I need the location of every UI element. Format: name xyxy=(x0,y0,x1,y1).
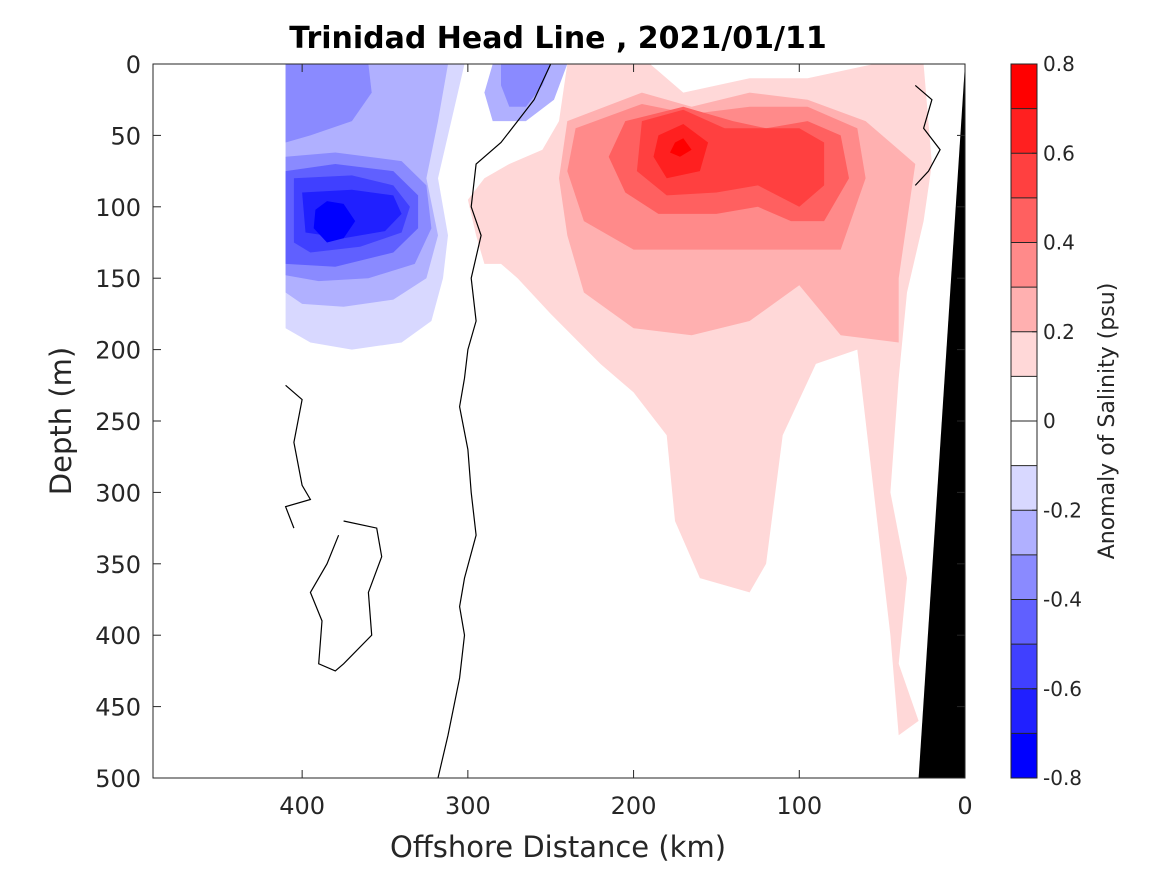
zero-contour-line-1 xyxy=(437,63,552,779)
plot-area xyxy=(152,63,966,779)
bathymetry-layer xyxy=(918,64,965,778)
colorbar-tick-label: -0.6 xyxy=(1043,677,1082,701)
colorbar-level-3 xyxy=(1011,153,1037,198)
colorbar-tick-label: 0.2 xyxy=(1043,320,1075,344)
colorbar-level-1 xyxy=(1011,64,1037,109)
y-axis-ticks: 0 50 100 150 200 250 300 350 400 450 500 xyxy=(95,51,965,793)
colorbar-level-8 xyxy=(1011,376,1037,421)
y-axis-label: Depth (m) xyxy=(44,347,78,495)
colorbar-level-9 xyxy=(1011,421,1037,466)
y-tick-label: 50 xyxy=(110,122,141,150)
y-tick-label: 500 xyxy=(95,765,141,793)
colorbar-tick-label: 0.6 xyxy=(1043,141,1075,165)
colorbar-level-15 xyxy=(1011,688,1037,734)
colorbar-level-13 xyxy=(1011,599,1037,645)
contour-fills xyxy=(285,64,932,736)
contour-region-neg-3 xyxy=(285,64,372,143)
colorbar-level-5 xyxy=(1011,242,1037,288)
contour-region-neg-7 xyxy=(313,201,356,243)
colorbar-tick-label: -0.8 xyxy=(1043,766,1082,790)
colorbar-level-7 xyxy=(1011,331,1037,377)
colorbar-tick-label: 0.4 xyxy=(1043,231,1075,255)
colorbar-tick-label: 0 xyxy=(1043,409,1056,433)
zero-contour-line-3 xyxy=(309,520,383,672)
bathymetry xyxy=(918,64,965,778)
chart-title: Trinidad Head Line , 2021/01/11 xyxy=(289,21,826,56)
x-tick-label: 0 xyxy=(957,792,972,820)
x-tick-label: 200 xyxy=(611,792,657,820)
zero-contour-lines xyxy=(284,63,941,779)
y-tick-label: 100 xyxy=(95,194,141,222)
colorbar-ticks: 0.8 0.6 0.4 0.2 0 -0.2 -0.4 -0.6 -0.8 xyxy=(1032,52,1082,790)
colorbar-level-10 xyxy=(1011,465,1037,511)
colorbar-level-2 xyxy=(1011,108,1037,154)
x-tick-label: 100 xyxy=(776,792,822,820)
y-tick-label: 350 xyxy=(95,551,141,579)
zero-contour-line-4 xyxy=(914,84,941,186)
contour-region-pos-7 xyxy=(670,138,692,157)
colorbar-level-12 xyxy=(1011,554,1037,600)
y-tick-label: 0 xyxy=(126,51,141,79)
y-tick-label: 450 xyxy=(95,694,141,722)
colorbar-level-6 xyxy=(1011,287,1037,332)
x-axis-ticks: 400 300 200 100 0 xyxy=(279,64,973,820)
y-tick-label: 150 xyxy=(95,265,141,293)
x-tick-label: 300 xyxy=(445,792,491,820)
y-tick-label: 300 xyxy=(95,479,141,507)
y-tick-label: 200 xyxy=(95,337,141,365)
y-tick-label: 250 xyxy=(95,408,141,436)
colorbar-level-11 xyxy=(1011,510,1037,555)
colorbar-tick-label: 0.8 xyxy=(1043,52,1075,76)
colorbar-level-16 xyxy=(1011,733,1037,778)
y-tick-label: 400 xyxy=(95,622,141,650)
colorbar-level-4 xyxy=(1011,197,1037,243)
colorbar-label: Anomaly of Salinity (psu) xyxy=(1095,283,1120,560)
zero-contour-line-2 xyxy=(284,384,312,529)
colorbar-tick-label: -0.2 xyxy=(1043,498,1082,522)
contour-region-neg-3b xyxy=(501,64,551,107)
colorbar-level-14 xyxy=(1011,644,1037,689)
colorbar-tick-label: -0.4 xyxy=(1043,588,1082,612)
x-axis-label: Offshore Distance (km) xyxy=(390,830,726,864)
x-tick-label: 400 xyxy=(279,792,325,820)
